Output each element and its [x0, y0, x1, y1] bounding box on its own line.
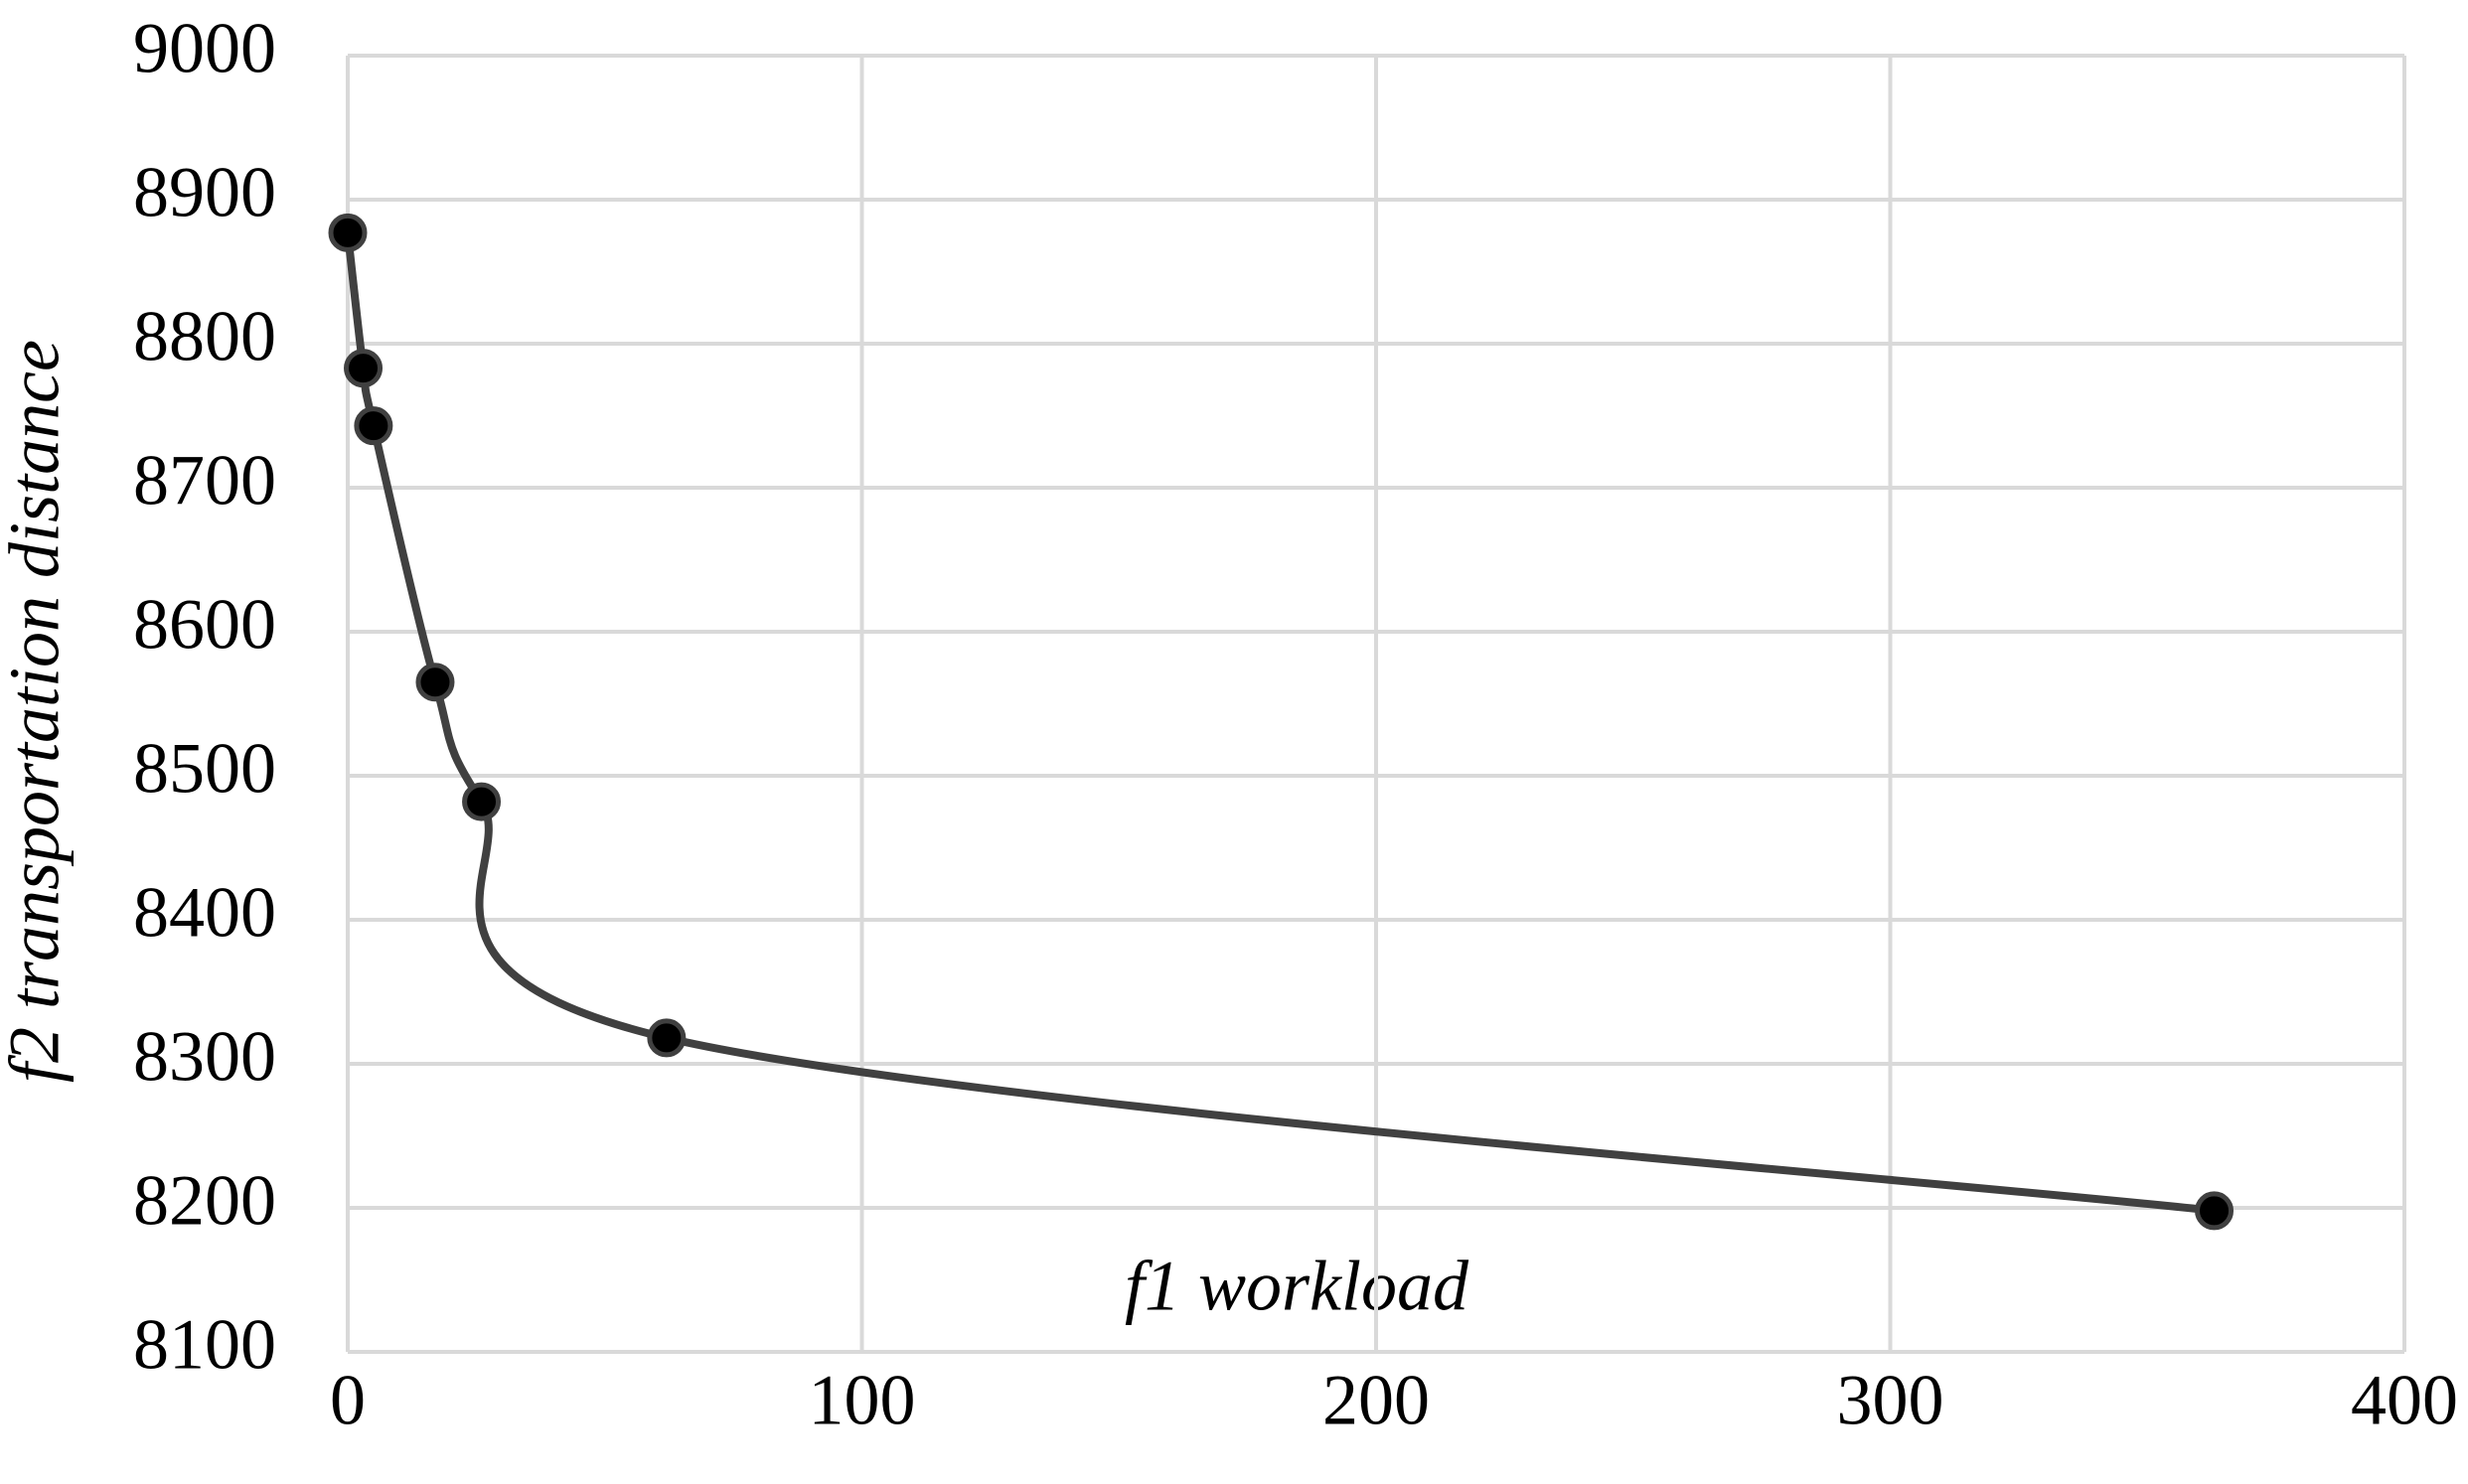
- x-tick-label: 300: [1837, 1361, 1944, 1440]
- x-axis-label: f1 workload: [1125, 1247, 1469, 1326]
- y-tick-label: 8700: [133, 441, 276, 520]
- marker: [2195, 1191, 2235, 1231]
- y-tick-label: 8800: [133, 297, 276, 376]
- x-tick-label: 200: [1322, 1361, 1430, 1440]
- y-tick-label: 8100: [133, 1305, 276, 1385]
- marker: [462, 782, 502, 821]
- y-tick-label: 8900: [133, 153, 276, 232]
- marker: [344, 349, 384, 388]
- x-tick-label: 0: [330, 1361, 366, 1440]
- marker: [328, 213, 368, 252]
- marker: [354, 406, 393, 446]
- y-tick-label: 8600: [133, 585, 276, 665]
- y-tick-label: 8200: [133, 1161, 276, 1241]
- x-tick-label: 100: [809, 1361, 916, 1440]
- marker: [647, 1018, 687, 1058]
- y-tick-label: 8300: [133, 1017, 276, 1097]
- series-line: [344, 231, 2215, 1215]
- y-axis-label: f2 transportation distance: [0, 340, 75, 1083]
- marker: [415, 663, 455, 702]
- y-tick-label: 8500: [133, 729, 276, 809]
- y-tick-label: 8400: [133, 873, 276, 953]
- y-tick-label: 9000: [133, 9, 276, 88]
- x-tick-label: 400: [2351, 1361, 2458, 1440]
